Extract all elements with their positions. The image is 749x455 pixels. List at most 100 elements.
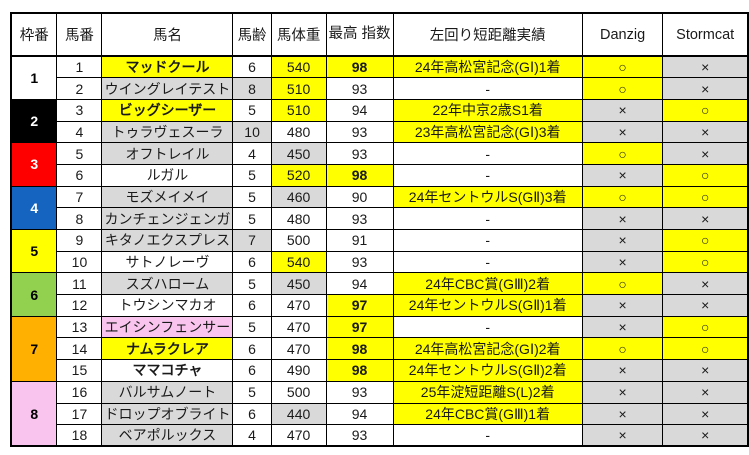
horse-weight-cell: 440 (270, 402, 327, 426)
horse-age-cell: 4 (232, 424, 272, 447)
horse-weight-cell: 470 (270, 337, 327, 361)
stormcat-mark-cell: ○ (662, 185, 749, 209)
horse-number-cell: 7 (56, 185, 103, 209)
left-turn-result-cell: - (392, 77, 583, 100)
horse-number-cell: 10 (56, 250, 103, 274)
horse-name-cell: ビッグシーザー (101, 98, 234, 122)
danzig-mark-cell: ○ (581, 337, 664, 361)
horse-weight-cell: 510 (270, 98, 327, 122)
stormcat-mark-cell: ○ (662, 337, 749, 361)
danzig-mark-cell: ○ (581, 185, 664, 209)
top-index-cell: 97 (325, 315, 394, 339)
horse-row: 7 13 エイシンフェンサー 5 470 97- × ○ (10, 315, 749, 382)
horse-row: 12 トウシンマカオ 6 470 97 24年セントウルS(GⅡ)1着 × × (11, 294, 749, 317)
top-index-cell: 94 (325, 272, 394, 296)
horse-number-cell: 1 (56, 55, 103, 79)
stormcat-mark-cell: × (662, 272, 749, 296)
left-turn-result-cell: - (392, 163, 583, 187)
stormcat-mark-cell: ○ (662, 229, 749, 252)
horse-number-cell: 13 (56, 315, 103, 339)
frame-number-cell: 1 (10, 55, 58, 100)
frame-number-cell: 3 (10, 142, 58, 187)
horse-name-cell: モズメイメイ (101, 185, 234, 209)
horse-name-cell: ママコチャ (101, 359, 234, 382)
horse-row: 17 ドロップオブライト 6 440 94 24年CBC賞(GⅢ)1着 × × (11, 402, 749, 426)
horse-row: 8 カンチェンジェンガ 5 480 93- × × (11, 207, 749, 230)
horse-name-cell: オフトレイル (101, 142, 234, 165)
horse-age-cell: 6 (232, 250, 272, 274)
stormcat-mark-cell: × (662, 380, 749, 404)
stormcat-mark-cell: × (662, 55, 749, 79)
top-index-cell: 94 (325, 98, 394, 122)
horse-age-cell: 6 (232, 402, 272, 426)
horse-row: 2 3 ビッグシーザー 5 510 94 22年中京2歳S1着 × ○ (10, 98, 749, 144)
left-turn-result-cell: - (392, 424, 583, 447)
horse-table-body: 1 1 マッドクール 6 540 98 24年高松宮記念(GⅠ)1着 ○ × 2 ウイングレイテスト… (10, 55, 749, 447)
stormcat-mark-cell: × (662, 77, 749, 100)
danzig-mark-cell: × (581, 380, 664, 404)
horse-age-cell: 6 (232, 294, 272, 317)
horse-age-cell: 5 (232, 207, 272, 230)
left-turn-result-cell: 24年CBC賞(GⅢ)1着 (392, 402, 583, 426)
horse-age-cell: 4 (232, 142, 272, 165)
left-turn-result-cell: 24年高松宮記念(GⅠ)2着 (392, 337, 583, 361)
horse-number-cell: 17 (56, 402, 103, 426)
horse-row: 15 ママコチャ 6 490 98 24年セントウルS(GⅡ)2着 × × (11, 359, 749, 382)
horse-row: 18 ベアポルックス 4 470 93- × × (11, 424, 749, 447)
top-index-cell: 93 (325, 120, 394, 144)
stormcat-mark-cell: ○ (662, 98, 749, 122)
horse-number-cell: 4 (56, 120, 103, 144)
horse-row: 1 1 マッドクール 6 540 98 24年高松宮記念(GⅠ)1着 ○ × (10, 55, 749, 100)
top-index-cell: 93 (325, 250, 394, 274)
stormcat-mark-cell: × (662, 142, 749, 165)
horse-weight-cell: 540 (270, 55, 327, 79)
stormcat-mark-cell: ○ (662, 315, 749, 339)
stormcat-mark-cell: ○ (662, 163, 749, 187)
frame-number-cell: 8 (10, 380, 58, 447)
danzig-mark-cell: × (581, 402, 664, 426)
stormcat-mark-cell: × (662, 424, 749, 447)
horse-number-cell: 8 (56, 207, 103, 230)
danzig-mark-cell: × (581, 424, 664, 447)
left-turn-result-cell: 24年セントウルS(GⅡ)1着 (392, 294, 583, 317)
horse-name-cell: ドロップオブライト (101, 402, 234, 426)
horse-row: 4 7 モズメイメイ 5 460 90 24年セントウルS(GⅡ)3着 ○ ○ (10, 185, 749, 231)
race-horse-table: 枠番 馬番 馬名 馬齢 馬体重 最高 指数 左回り短距離実績 Danzig St… (10, 12, 749, 448)
horse-weight-cell: 540 (270, 250, 327, 274)
frame-number-cell: 2 (10, 98, 58, 144)
horse-name-cell: ルガル (101, 163, 234, 187)
horse-name-cell: キタノエクスプレス (101, 229, 234, 252)
horse-age-cell: 6 (232, 55, 272, 79)
horse-name-cell: バルサムノート (101, 380, 234, 404)
horse-number-cell: 16 (56, 380, 103, 404)
danzig-mark-cell: × (581, 359, 664, 382)
stormcat-mark-cell: × (662, 294, 749, 317)
header-horse-weight: 馬体重 (270, 12, 327, 57)
danzig-mark-cell: ○ (581, 55, 664, 79)
header-frame-number: 枠番 (10, 12, 58, 57)
frame-number-cell: 4 (10, 185, 58, 231)
stormcat-mark-cell: × (662, 359, 749, 382)
horse-number-cell: 6 (56, 163, 103, 187)
horse-number-cell: 14 (56, 337, 103, 361)
header-horse-name: 馬名 (101, 12, 234, 57)
danzig-mark-cell: × (581, 207, 664, 230)
horse-weight-cell: 450 (270, 142, 327, 165)
danzig-mark-cell: × (581, 250, 664, 274)
top-index-cell: 93 (325, 77, 394, 100)
left-turn-result-cell: - (392, 315, 583, 339)
horse-number-cell: 12 (56, 294, 103, 317)
danzig-mark-cell: × (581, 98, 664, 122)
top-index-cell: 93 (325, 142, 394, 165)
left-turn-result-cell: - (392, 207, 583, 230)
danzig-mark-cell: × (581, 163, 664, 187)
horse-row: 2 ウイングレイテスト 8 510 93- ○ × (11, 77, 749, 100)
horse-row: 10 サトノレーヴ 6 540 93- × ○ (11, 250, 749, 274)
horse-age-cell: 6 (232, 359, 272, 382)
top-index-cell: 93 (325, 207, 394, 230)
header-danzig: Danzig (581, 12, 664, 57)
left-turn-result-cell: 23年高松宮記念(GⅠ)3着 (392, 120, 583, 144)
danzig-mark-cell: ○ (581, 77, 664, 100)
horse-name-cell: マッドクール (101, 55, 234, 79)
horse-weight-cell: 480 (270, 120, 327, 144)
